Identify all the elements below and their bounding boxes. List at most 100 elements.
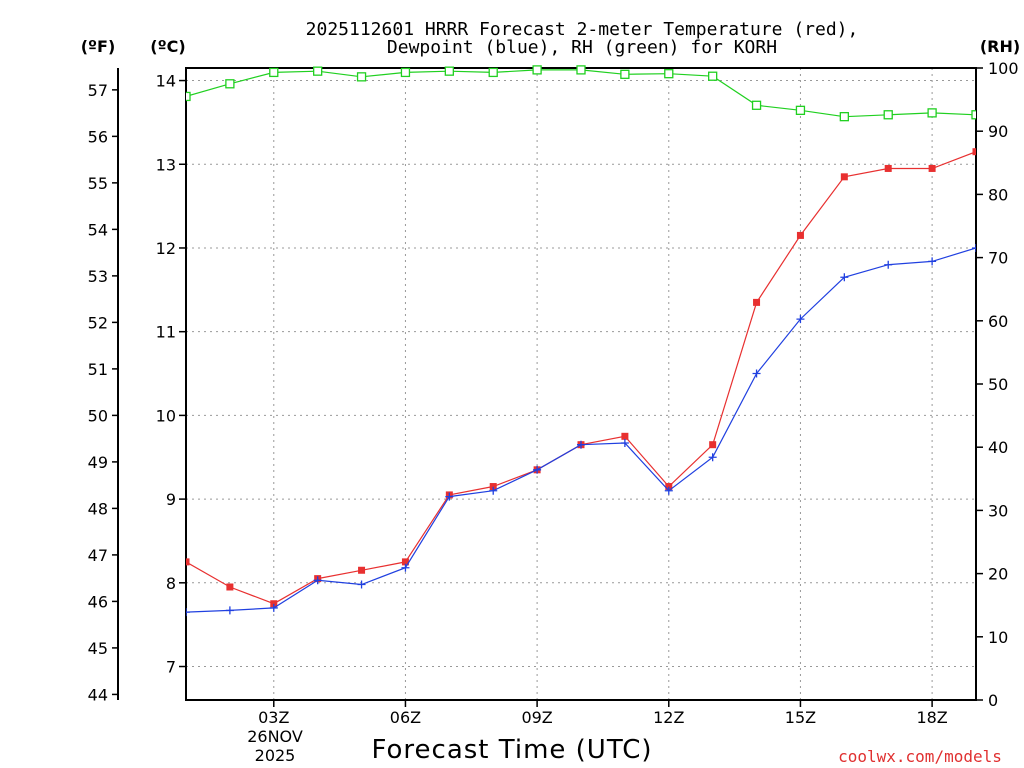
- chart-title-line2: Dewpoint (blue), RH (green) for KORH: [387, 37, 777, 58]
- rh-tick-label: 20: [988, 565, 1008, 584]
- series-layer: [186, 65, 976, 617]
- rh-point: [708, 71, 718, 81]
- dewpoint-point: [533, 465, 542, 474]
- x-axis-label: Forecast Time (UTC): [371, 735, 652, 765]
- celsius-tick-label: 14: [156, 72, 176, 91]
- fahrenheit-tick-label: 48: [88, 499, 108, 518]
- celsius-tick-label: 8: [166, 574, 176, 593]
- rh-point: [488, 67, 498, 78]
- rh-point: [186, 91, 191, 102]
- chart-title-line1: 2025112601 HRRR Forecast 2-meter Tempera…: [306, 19, 859, 40]
- credit-text: coolwx.com/models: [838, 747, 1002, 766]
- rh-point: [664, 69, 674, 79]
- rh-tick-label: 90: [988, 122, 1008, 141]
- rh-point: [225, 79, 235, 89]
- fahrenheit-tick-label: 53: [88, 267, 108, 286]
- dewpoint-point: [840, 273, 849, 282]
- temperature-point: [796, 231, 804, 239]
- celsius-tick-label: 9: [166, 490, 176, 509]
- dewpoint-point: [708, 453, 717, 462]
- temperature-point: [972, 148, 976, 156]
- dewpoint-point: [796, 315, 805, 324]
- dewpoint-line: [186, 247, 976, 613]
- celsius-tick-label: 12: [156, 239, 176, 258]
- rh-point: [971, 110, 976, 120]
- rh-tick-label: 70: [988, 249, 1008, 268]
- temperature-point: [665, 483, 673, 491]
- rh-tick-label: 100: [988, 59, 1019, 78]
- dewpoint-point: [928, 257, 937, 266]
- celsius-unit-label: (ºC): [150, 37, 185, 56]
- fahrenheit-tick-label: 46: [88, 592, 108, 611]
- dewpoint-point: [445, 492, 454, 501]
- x-tick-label: 15Z: [785, 708, 816, 727]
- rh-line: [186, 69, 976, 118]
- rh-point: [883, 110, 893, 120]
- temperature-point: [709, 441, 717, 449]
- celsius-tick-label: 13: [156, 155, 176, 174]
- temperature-point: [270, 600, 278, 608]
- rh-tick-label: 10: [988, 628, 1008, 647]
- rh-point: [751, 100, 762, 110]
- rh-point: [269, 67, 279, 78]
- grid-lines: [186, 68, 976, 700]
- temperature-point: [928, 164, 936, 172]
- rh-point: [356, 72, 367, 82]
- fahrenheit-tick-label: 50: [88, 406, 108, 425]
- rh-tick-label: 30: [988, 501, 1008, 520]
- temperature-point: [621, 432, 629, 440]
- temperature-point: [884, 164, 892, 172]
- temperature-point: [358, 566, 366, 574]
- rh-point: [795, 105, 806, 115]
- temperature-point: [401, 558, 409, 566]
- temperature-point: [186, 558, 190, 566]
- date-label-day: 26NOV: [247, 727, 303, 746]
- dewpoint-point: [269, 603, 278, 612]
- rh-tick-label: 40: [988, 438, 1008, 457]
- fahrenheit-unit-label: (ºF): [81, 37, 116, 56]
- dewpoint-point: [752, 369, 761, 378]
- fahrenheit-tick-label: 47: [88, 546, 108, 565]
- rh-point: [400, 67, 411, 78]
- rh-point: [576, 65, 586, 75]
- dewpoint-point: [884, 260, 893, 269]
- fahrenheit-tick-label: 54: [88, 220, 108, 239]
- dewpoint-point: [664, 486, 673, 495]
- celsius-tick-label: 11: [156, 323, 176, 342]
- dewpoint-point: [313, 576, 322, 585]
- celsius-tick-label: 10: [156, 406, 176, 425]
- rh-point: [927, 108, 937, 118]
- dewpoint-point: [401, 563, 410, 572]
- temperature-point: [226, 583, 234, 591]
- fahrenheit-tick-label: 55: [88, 174, 108, 193]
- rh-tick-label: 80: [988, 185, 1008, 204]
- rh-unit-label: (RH): [980, 37, 1020, 56]
- x-tick-label: 12Z: [653, 708, 684, 727]
- rh-point: [620, 69, 630, 79]
- x-tick-label: 03Z: [258, 708, 289, 727]
- axes: 44 45 46 47 48 49 50 51 52 53 54 55 56 57 7 8 9 10 11 12 13 1…: [88, 59, 1019, 727]
- date-label-year: 2025: [255, 746, 296, 765]
- dewpoint-point: [225, 606, 234, 615]
- rh-point: [313, 66, 323, 76]
- rh-tick-label: 50: [988, 375, 1008, 394]
- fahrenheit-tick-label: 44: [88, 685, 108, 704]
- rh-point: [444, 66, 454, 76]
- x-tick-label: 09Z: [521, 708, 552, 727]
- dewpoint-point: [489, 486, 498, 495]
- temperature-point: [840, 173, 848, 181]
- fahrenheit-tick-label: 56: [88, 127, 108, 146]
- rh-tick-label: 0: [988, 691, 998, 710]
- plot-frame: [185, 67, 977, 701]
- celsius-tick-label: 7: [166, 658, 176, 677]
- dewpoint-point: [972, 243, 976, 252]
- temperature-point: [489, 483, 497, 491]
- dewpoint-point: [357, 580, 366, 589]
- labels: 2025112601 HRRR Forecast 2-meter Tempera…: [81, 19, 1020, 766]
- fahrenheit-tick-label: 52: [88, 313, 108, 332]
- fahrenheit-tick-label: 57: [88, 81, 108, 100]
- rh-point: [532, 65, 542, 75]
- rh-point: [839, 112, 849, 122]
- x-tick-label: 06Z: [390, 708, 421, 727]
